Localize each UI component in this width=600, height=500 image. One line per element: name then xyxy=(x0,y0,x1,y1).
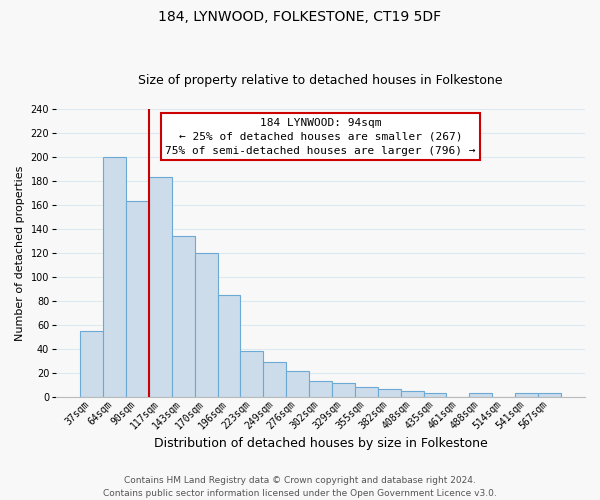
Bar xyxy=(149,178,172,396)
Bar xyxy=(80,330,103,396)
Bar xyxy=(126,202,149,396)
Y-axis label: Number of detached properties: Number of detached properties xyxy=(15,165,25,340)
Title: Size of property relative to detached houses in Folkestone: Size of property relative to detached ho… xyxy=(139,74,503,87)
Bar xyxy=(218,295,241,396)
Bar xyxy=(378,390,401,396)
Bar xyxy=(194,253,218,396)
Bar xyxy=(332,384,355,396)
Bar xyxy=(401,390,424,396)
Bar xyxy=(241,351,263,397)
Bar xyxy=(286,372,309,396)
Bar xyxy=(103,157,126,396)
X-axis label: Distribution of detached houses by size in Folkestone: Distribution of detached houses by size … xyxy=(154,437,487,450)
Bar xyxy=(538,393,561,396)
Bar xyxy=(355,387,378,396)
Bar xyxy=(263,362,286,396)
Bar xyxy=(424,393,446,396)
Bar xyxy=(309,381,332,396)
Bar xyxy=(515,393,538,396)
Text: Contains HM Land Registry data © Crown copyright and database right 2024.
Contai: Contains HM Land Registry data © Crown c… xyxy=(103,476,497,498)
Text: 184, LYNWOOD, FOLKESTONE, CT19 5DF: 184, LYNWOOD, FOLKESTONE, CT19 5DF xyxy=(158,10,442,24)
Text: 184 LYNWOOD: 94sqm
← 25% of detached houses are smaller (267)
75% of semi-detach: 184 LYNWOOD: 94sqm ← 25% of detached hou… xyxy=(166,118,476,156)
Bar xyxy=(172,236,194,396)
Bar xyxy=(469,393,492,396)
